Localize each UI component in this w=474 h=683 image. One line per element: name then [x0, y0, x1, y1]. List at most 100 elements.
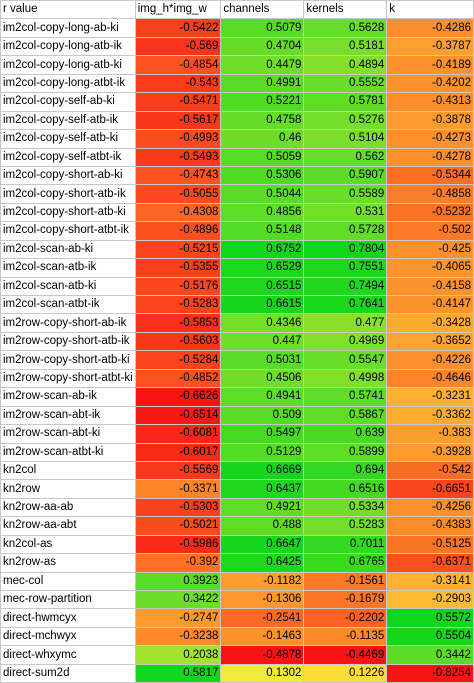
row-label-cell[interactable]: mec-row-partition [0, 589, 136, 610]
value-cell[interactable]: -0.1463 [220, 626, 305, 647]
row-label-cell[interactable]: kn2row [0, 479, 136, 499]
value-cell[interactable]: 0.5104 [303, 129, 388, 149]
value-cell[interactable]: 0.5334 [303, 497, 388, 518]
value-cell[interactable]: 0.7551 [303, 258, 388, 278]
row-label-cell[interactable]: kn2row-aa-ab [0, 497, 136, 518]
row-label-cell[interactable]: im2row-copy-short-ab-ik [0, 313, 136, 333]
value-cell[interactable]: -0.4278 [386, 147, 474, 167]
value-cell[interactable]: 0.4991 [220, 73, 305, 94]
value-cell[interactable]: 0.5504 [386, 626, 474, 647]
value-cell[interactable]: -0.1306 [220, 589, 305, 610]
value-cell[interactable]: 0.4479 [220, 55, 305, 75]
row-label-cell[interactable]: mec-col [0, 571, 136, 592]
value-cell[interactable]: -0.6371 [386, 553, 474, 573]
row-label-cell[interactable]: direct-whxymc [0, 645, 136, 665]
row-label-cell[interactable]: im2col-copy-long-atb-ik [0, 36, 136, 57]
row-label-cell[interactable]: im2col-copy-self-atbt-ik [0, 147, 136, 167]
value-cell[interactable]: -0.1561 [303, 571, 388, 592]
value-cell[interactable]: 0.4998 [303, 368, 388, 389]
value-cell[interactable]: -0.5055 [134, 184, 222, 204]
value-cell[interactable]: 0.5589 [303, 184, 388, 204]
row-label-cell[interactable]: direct-sum2d [0, 663, 136, 683]
value-cell[interactable]: 0.5306 [220, 165, 305, 186]
value-cell[interactable]: 0.5059 [220, 147, 305, 167]
value-cell[interactable]: -0.502 [386, 221, 474, 241]
value-cell[interactable]: -0.392 [134, 553, 222, 573]
value-cell[interactable]: -0.543 [134, 73, 222, 94]
value-cell[interactable]: 0.447 [220, 331, 305, 352]
value-cell[interactable]: -0.4256 [386, 497, 474, 518]
value-cell[interactable]: -0.6514 [134, 405, 222, 426]
row-label-cell[interactable]: im2row-scan-abt-ki [0, 424, 136, 444]
value-cell[interactable]: -0.4993 [134, 129, 222, 149]
value-cell[interactable]: -0.5176 [134, 276, 222, 297]
value-cell[interactable]: 0.488 [220, 516, 305, 536]
value-cell[interactable]: -0.3787 [386, 36, 474, 57]
value-cell[interactable]: 0.6516 [303, 479, 388, 499]
value-cell[interactable]: 0.5547 [303, 350, 388, 370]
value-cell[interactable]: -0.3362 [386, 405, 474, 426]
value-cell[interactable]: 0.3422 [134, 589, 222, 610]
value-cell[interactable]: 0.5781 [303, 92, 388, 112]
value-cell[interactable]: -0.5125 [386, 534, 474, 555]
value-cell[interactable]: 0.6437 [220, 479, 305, 499]
value-cell[interactable]: -0.4646 [386, 368, 474, 389]
value-cell[interactable]: -0.4308 [134, 202, 222, 223]
row-label-cell[interactable]: im2row-copy-short-atbt-ki [0, 368, 136, 389]
row-label-cell[interactable]: im2col-scan-atb-ki [0, 276, 136, 297]
value-cell[interactable]: -0.2202 [303, 608, 388, 628]
value-cell[interactable]: -0.425 [386, 239, 474, 260]
value-cell[interactable]: 0.5044 [220, 184, 305, 204]
value-cell[interactable]: -0.1679 [303, 589, 388, 610]
row-label-cell[interactable]: im2col-copy-short-atbt-ik [0, 221, 136, 241]
row-label-cell[interactable]: kn2col [0, 460, 136, 481]
value-cell[interactable]: 0.5148 [220, 221, 305, 241]
value-cell[interactable]: 0.1226 [303, 663, 388, 683]
value-cell[interactable]: -0.5284 [134, 350, 222, 370]
value-cell[interactable]: 0.4346 [220, 313, 305, 333]
header-cell-kernels[interactable]: kernels [303, 0, 388, 20]
value-cell[interactable]: -0.4147 [386, 294, 474, 315]
row-label-cell[interactable]: im2col-copy-long-atb-ki [0, 55, 136, 75]
value-cell[interactable]: -0.1182 [220, 571, 305, 592]
row-label-cell[interactable]: im2row-scan-ab-ik [0, 387, 136, 407]
value-cell[interactable]: -0.3371 [134, 479, 222, 499]
value-cell[interactable]: -0.1135 [303, 626, 388, 647]
value-cell[interactable]: -0.3141 [386, 571, 474, 592]
value-cell[interactable]: 0.7494 [303, 276, 388, 297]
row-label-cell[interactable]: im2row-copy-short-atb-ki [0, 350, 136, 370]
value-cell[interactable]: -0.5303 [134, 497, 222, 518]
row-label-cell[interactable]: im2col-copy-short-ab-ki [0, 165, 136, 186]
value-cell[interactable]: -0.542 [386, 460, 474, 481]
value-cell[interactable]: 0.5283 [303, 516, 388, 536]
value-cell[interactable]: 0.5221 [220, 92, 305, 112]
value-cell[interactable]: 0.6647 [220, 534, 305, 555]
value-cell[interactable]: -0.3428 [386, 313, 474, 333]
row-label-cell[interactable]: im2row-scan-abt-ik [0, 405, 136, 426]
row-label-cell[interactable]: direct-mchwyx [0, 626, 136, 647]
value-cell[interactable]: -0.4226 [386, 350, 474, 370]
value-cell[interactable]: -0.8254 [386, 663, 474, 683]
value-cell[interactable]: -0.6626 [134, 387, 222, 407]
value-cell[interactable]: -0.5355 [134, 258, 222, 278]
value-cell[interactable]: 0.5817 [134, 663, 222, 683]
value-cell[interactable]: 0.5552 [303, 73, 388, 94]
value-cell[interactable]: -0.3928 [386, 442, 474, 462]
value-cell[interactable]: -0.6651 [386, 479, 474, 499]
value-cell[interactable]: -0.5422 [134, 18, 222, 38]
row-label-cell[interactable]: im2col-copy-short-atb-ki [0, 202, 136, 223]
value-cell[interactable]: 0.3442 [386, 645, 474, 665]
value-cell[interactable]: 0.639 [303, 424, 388, 444]
value-cell[interactable]: -0.5344 [386, 165, 474, 186]
value-cell[interactable]: -0.5603 [134, 331, 222, 352]
value-cell[interactable]: -0.5471 [134, 92, 222, 112]
value-cell[interactable]: 0.3923 [134, 571, 222, 592]
row-label-cell[interactable]: im2row-copy-short-atb-ik [0, 331, 136, 352]
row-label-cell[interactable]: im2col-scan-atb-ik [0, 258, 136, 278]
value-cell[interactable]: 0.2038 [134, 645, 222, 665]
value-cell[interactable]: 0.5741 [303, 387, 388, 407]
value-cell[interactable]: 0.4758 [220, 110, 305, 131]
value-cell[interactable]: -0.383 [386, 424, 474, 444]
row-label-cell[interactable]: im2col-copy-self-atb-ik [0, 110, 136, 131]
value-cell[interactable]: -0.3238 [134, 626, 222, 647]
